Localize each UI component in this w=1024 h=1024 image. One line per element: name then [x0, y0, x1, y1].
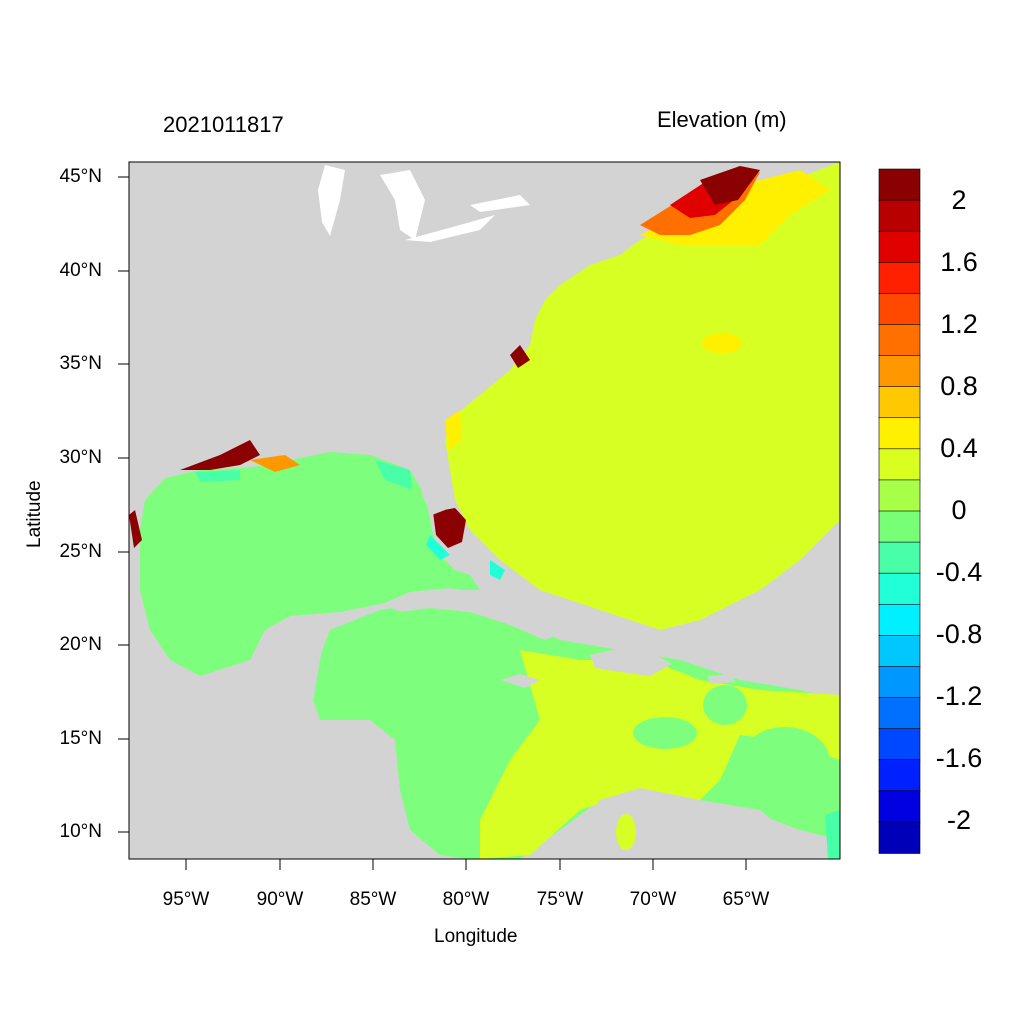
low-water-florida [426, 535, 450, 560]
puerto-rico [708, 674, 735, 684]
colorbar-swatch [878, 168, 921, 201]
colorbar-label-1.6: 1.6 [940, 247, 978, 277]
colorbar-swatch [878, 821, 921, 854]
low-water-east [375, 460, 412, 490]
caribbean-green-patch-3 [703, 685, 747, 725]
colorbar-swatch [878, 293, 921, 326]
colorbar-swatch [878, 324, 921, 357]
colorbar-swatch [878, 790, 921, 823]
lat-label-35: 35°N [59, 353, 102, 374]
lon-label-65w: 65°W [722, 889, 770, 910]
offshore-yellow-patch [702, 333, 742, 353]
central-america [129, 620, 420, 859]
colorbar-swatch [878, 417, 921, 450]
caribbean-green-patch-1 [633, 717, 697, 749]
hispaniola [590, 648, 672, 676]
lat-label-40: 40°N [59, 260, 102, 281]
texas-surge [129, 510, 142, 548]
lake-huron [380, 170, 425, 240]
colorbar-label-0: 0 [951, 495, 967, 525]
colorbar-swatch [878, 230, 921, 264]
lat-ticks [118, 176, 129, 833]
low-water-gulf [195, 470, 240, 482]
colorbar-label-1.2: 1.2 [940, 309, 978, 339]
lat-label-30: 30°N [59, 447, 102, 468]
lake-michigan [318, 165, 345, 236]
lon-label-90w: 90°W [256, 889, 304, 910]
low-water-atlantic-edge [825, 810, 840, 859]
colorbar-swatch [878, 261, 921, 295]
colorbar-swatch [878, 728, 921, 761]
colorbar-swatch [878, 572, 921, 606]
lon-label-85w: 85°W [349, 889, 397, 910]
lon-label-80w: 80°W [442, 889, 490, 910]
lat-label-15: 15°N [59, 728, 102, 749]
lake-ontario [470, 195, 530, 212]
cuba [382, 588, 565, 640]
florida-peninsula [420, 455, 448, 515]
colorbar-swatch [878, 448, 921, 481]
lon-ticks [185, 859, 747, 870]
low-water-bahamas [490, 560, 505, 580]
lake-maracaibo [616, 814, 636, 850]
colorbar-label-0.4: 0.4 [940, 433, 978, 463]
lat-label-10: 10°N [59, 821, 102, 842]
x-axis-title: Longitude [434, 926, 518, 947]
colorbar-swatch [878, 541, 921, 574]
lon-label-70w: 70°W [629, 889, 677, 910]
y-axis-title: Latitude [24, 480, 45, 548]
east-coast-surge [510, 345, 530, 368]
map-area [129, 162, 840, 859]
colorbar-label-2: 2 [951, 185, 967, 215]
colorbar-swatch [878, 603, 921, 637]
jamaica [500, 674, 540, 688]
florida-surge [433, 508, 466, 548]
colorbar-swatch [878, 479, 921, 512]
variable-title: Elevation (m) [657, 107, 787, 132]
colorbar-label-neg1.2: -1.2 [935, 681, 983, 711]
florida-yellow-coast [445, 410, 462, 450]
lat-label-20: 20°N [59, 634, 102, 655]
colorbar-label-neg1.6: -1.6 [935, 743, 983, 773]
atlantic-ocean [445, 162, 840, 630]
surge-darkred [700, 166, 760, 205]
lat-label-45: 45°N [59, 166, 102, 187]
colorbar-swatch [878, 386, 921, 419]
colorbar [878, 168, 921, 854]
timestamp-label: 2021011817 [163, 112, 284, 137]
colorbar-label-neg0.8: -0.8 [935, 619, 983, 649]
gulf-of-mexico [140, 452, 480, 676]
caribbean-yellow-zone [480, 650, 840, 859]
colorbar-swatch [878, 199, 921, 232]
gulf-coast-surge [180, 440, 260, 470]
colorbar-swatch [878, 666, 921, 699]
caribbean-green-patch-2 [740, 727, 830, 797]
colorbar-swatch [878, 759, 921, 792]
map-frame [128, 161, 841, 860]
colorbar-label-neg2: -2 [946, 805, 971, 835]
colorbar-label-neg0.4: -0.4 [935, 557, 983, 587]
lon-label-95w: 95°W [162, 889, 210, 910]
lat-label-25: 25°N [59, 541, 102, 562]
louisiana-surge [250, 455, 300, 472]
lake-erie [405, 215, 495, 242]
colorbar-swatch [878, 355, 921, 388]
lon-label-75w: 75°W [536, 889, 584, 910]
colorbar-swatch [878, 635, 921, 668]
colorbar-swatch [878, 510, 921, 543]
colorbar-label-0.8: 0.8 [940, 371, 978, 401]
colorbar-swatch [878, 697, 921, 730]
